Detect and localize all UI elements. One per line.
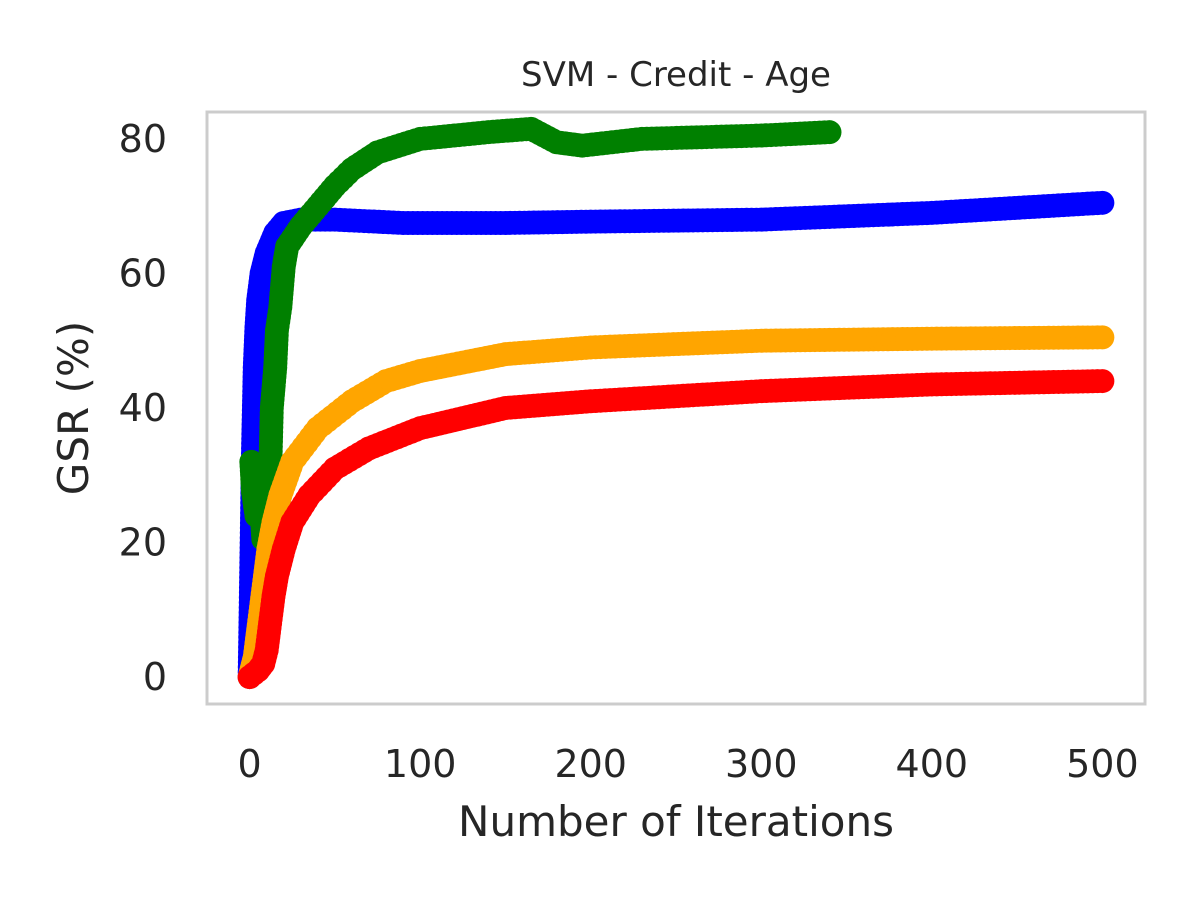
y-axis-label: GSR (%): [49, 321, 98, 495]
x-tick-label: 100: [384, 742, 457, 786]
y-tick-label: 80: [119, 117, 167, 161]
y-tick-label: 40: [119, 386, 167, 430]
data-point: [1090, 190, 1115, 215]
x-tick-label: 200: [554, 742, 627, 786]
x-tick-label: 400: [896, 742, 969, 786]
data-point: [817, 120, 842, 145]
y-tick-label: 60: [119, 251, 167, 295]
x-axis-label: Number of Iterations: [458, 797, 894, 846]
chart-title: SVM - Credit - Age: [521, 55, 831, 95]
y-tick-label: 0: [143, 655, 167, 699]
series-layer: [237, 116, 1115, 690]
x-tick-label: 0: [238, 742, 262, 786]
x-tick-label: 500: [1066, 742, 1139, 786]
x-tick-label: 300: [725, 742, 798, 786]
y-tick-labels: 0 20 40 60 80: [119, 117, 167, 699]
y-tick-label: 20: [119, 521, 167, 565]
series-1: [239, 116, 842, 552]
series-3: [237, 369, 1115, 690]
x-tick-labels: 0 100 200 300 400 500: [238, 742, 1139, 786]
data-point: [1090, 369, 1115, 394]
data-point: [1090, 325, 1115, 350]
